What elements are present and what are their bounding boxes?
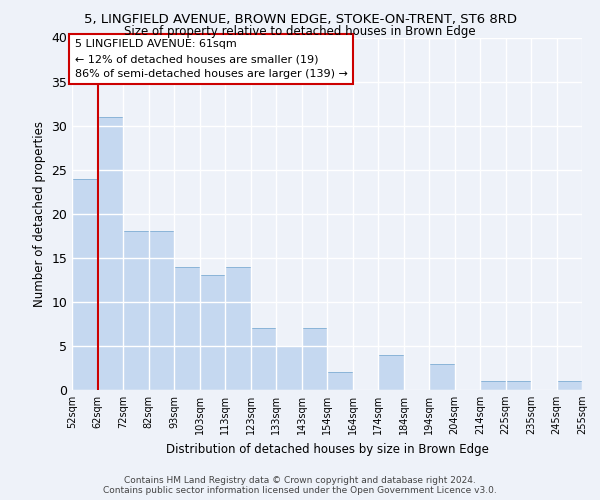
Bar — [429, 364, 455, 390]
Y-axis label: Number of detached properties: Number of detached properties — [33, 120, 46, 306]
Bar — [480, 381, 505, 390]
Bar — [378, 355, 404, 390]
Bar — [327, 372, 353, 390]
Bar — [557, 381, 582, 390]
Bar — [199, 276, 225, 390]
Bar — [276, 346, 302, 390]
Bar — [149, 232, 174, 390]
Text: 5, LINGFIELD AVENUE, BROWN EDGE, STOKE-ON-TRENT, ST6 8RD: 5, LINGFIELD AVENUE, BROWN EDGE, STOKE-O… — [83, 12, 517, 26]
Text: 5 LINGFIELD AVENUE: 61sqm
← 12% of detached houses are smaller (19)
86% of semi-: 5 LINGFIELD AVENUE: 61sqm ← 12% of detac… — [74, 40, 347, 79]
Bar — [251, 328, 276, 390]
Bar — [302, 328, 327, 390]
Bar — [72, 178, 97, 390]
Bar — [505, 381, 531, 390]
Bar — [97, 117, 123, 390]
Text: Size of property relative to detached houses in Brown Edge: Size of property relative to detached ho… — [124, 25, 476, 38]
Bar — [123, 232, 149, 390]
Text: Contains HM Land Registry data © Crown copyright and database right 2024.
Contai: Contains HM Land Registry data © Crown c… — [103, 476, 497, 495]
X-axis label: Distribution of detached houses by size in Brown Edge: Distribution of detached houses by size … — [166, 442, 488, 456]
Bar — [174, 266, 199, 390]
Bar — [225, 266, 251, 390]
